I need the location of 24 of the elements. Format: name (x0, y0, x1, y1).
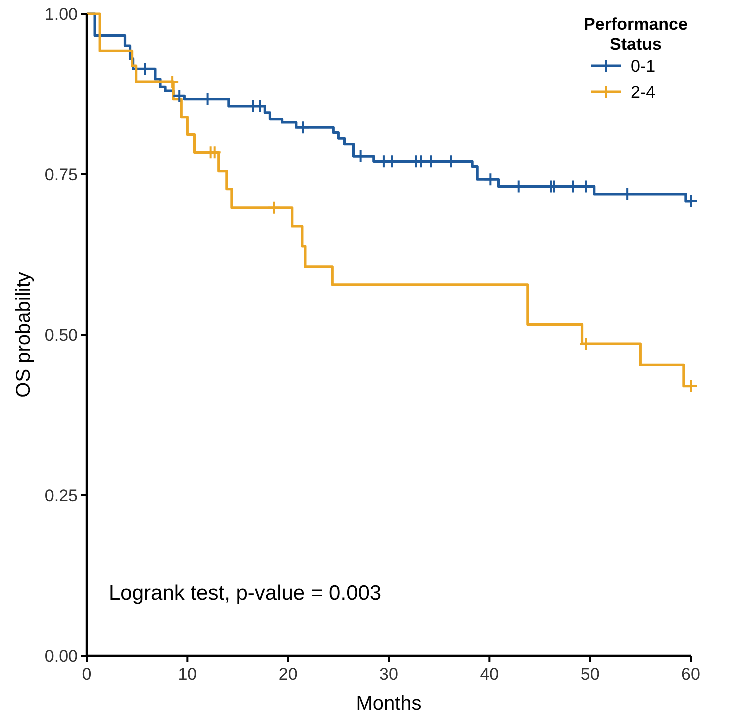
legend-label: 0-1 (631, 56, 656, 76)
y-tick-label: 1.00 (44, 4, 78, 24)
point (296, 120, 310, 135)
point (484, 172, 498, 187)
x-tick-label: 20 (278, 665, 298, 684)
y-tick-label: 0.50 (44, 326, 78, 345)
y-tick-label: 0.75 (44, 165, 78, 184)
y-tick-label: 0.00 (44, 646, 78, 666)
x-tick-label: 60 (682, 665, 700, 684)
legend-label: 2-4 (631, 82, 656, 102)
point (620, 187, 635, 202)
point (267, 200, 282, 215)
x-axis-title: Months (356, 693, 422, 715)
x-tick-label: 50 (580, 665, 600, 684)
x-tick-label: 30 (380, 665, 398, 684)
x-tick-label: 40 (480, 665, 500, 684)
point (172, 89, 187, 104)
x-tick-label: 10 (178, 665, 198, 684)
x-tick-label: 0 (82, 665, 92, 684)
y-axis-title: OS probability (13, 272, 35, 398)
legend-title: Performance Status (584, 15, 688, 54)
y-tick-label: 0.25 (44, 486, 78, 506)
point (200, 92, 215, 106)
annotation: Logrank test, p-value = 0.003 (109, 582, 382, 605)
